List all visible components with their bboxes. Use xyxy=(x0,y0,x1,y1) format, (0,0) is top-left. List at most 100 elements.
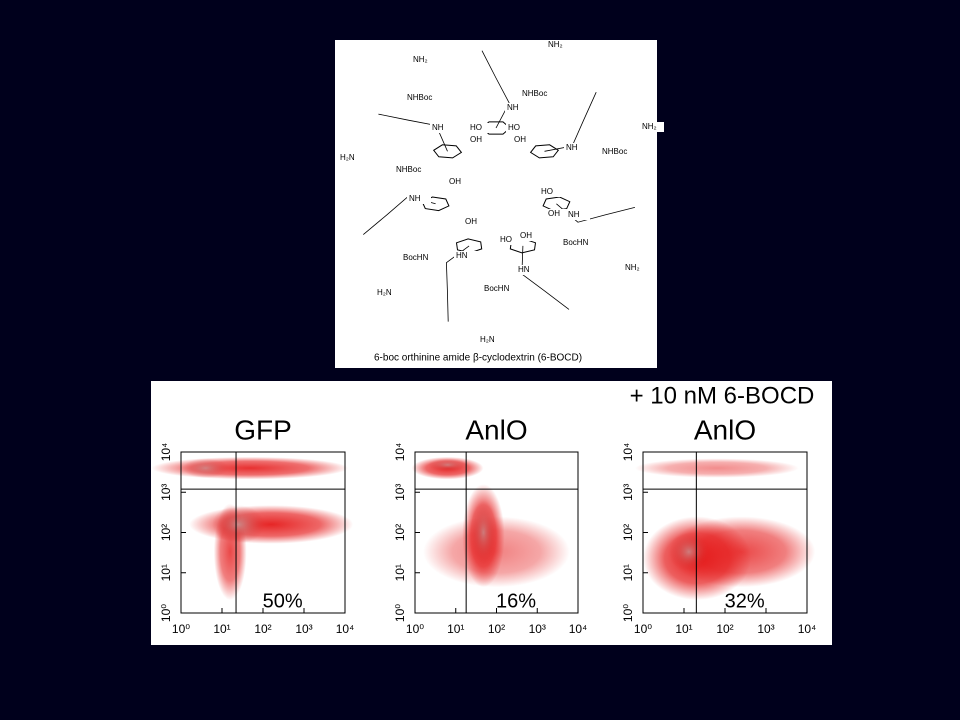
atom-label: OH xyxy=(470,135,482,144)
side-chain xyxy=(378,113,448,152)
label-backdrop xyxy=(468,123,492,133)
event-density xyxy=(428,458,468,472)
sugar-ring xyxy=(455,238,483,254)
atom-label: HO xyxy=(500,235,512,244)
side-chain xyxy=(481,50,510,129)
label-backdrop xyxy=(411,55,435,65)
event-density xyxy=(182,458,229,478)
plot-title: GFP xyxy=(234,414,292,445)
label-backdrop xyxy=(539,187,563,197)
y-tick-label: 10³ xyxy=(393,484,407,501)
x-tick-label: 10¹ xyxy=(213,622,230,636)
x-tick-label: 10⁴ xyxy=(336,622,355,636)
atom-label: BocHN xyxy=(403,253,429,262)
percent-label: 32% xyxy=(725,590,765,612)
y-tick-label: 10⁰ xyxy=(621,604,635,622)
event-density xyxy=(212,505,265,544)
y-tick-label: 10³ xyxy=(159,484,173,501)
event-density xyxy=(470,500,497,565)
atom-label: OH xyxy=(514,135,526,144)
atom-label: NHBoc xyxy=(522,89,547,98)
y-tick-label: 10⁴ xyxy=(159,443,173,462)
x-tick-label: 10¹ xyxy=(675,622,692,636)
atom-label: OH xyxy=(449,177,461,186)
atom-label: NH₂ xyxy=(625,263,640,272)
label-backdrop xyxy=(407,194,431,204)
label-backdrop xyxy=(518,231,542,241)
y-tick-label: 10¹ xyxy=(393,564,407,581)
atom-label: HN xyxy=(456,251,468,260)
label-backdrop xyxy=(546,209,570,219)
label-backdrop xyxy=(520,89,544,99)
y-tick-label: 10² xyxy=(393,524,407,541)
label-backdrop xyxy=(506,123,530,133)
y-tick-label: 10⁴ xyxy=(393,443,407,462)
label-backdrop xyxy=(478,335,502,345)
x-tick-label: 10² xyxy=(488,622,505,636)
label-backdrop xyxy=(512,135,536,145)
label-backdrop xyxy=(468,135,492,145)
y-tick-label: 10² xyxy=(159,524,173,541)
label-backdrop xyxy=(463,217,487,227)
atom-label: NH₂ xyxy=(413,55,428,64)
atom-label: NH₂ xyxy=(642,122,657,131)
label-backdrop xyxy=(338,153,362,163)
side-chain xyxy=(521,245,570,310)
label-backdrop xyxy=(564,143,588,153)
y-tick-label: 10¹ xyxy=(159,564,173,581)
label-backdrop xyxy=(600,147,624,157)
atom-label: NH₂ xyxy=(548,40,563,49)
atom-label: NH xyxy=(568,210,580,219)
x-tick-label: 10³ xyxy=(529,622,546,636)
event-density xyxy=(669,532,709,572)
atom-label: HO xyxy=(541,187,553,196)
atom-label: HO xyxy=(470,123,482,132)
atom-label: NH xyxy=(507,103,519,112)
atom-label: NHBoc xyxy=(396,165,421,174)
plot-title: AnlO xyxy=(465,414,527,445)
atom-label: NH xyxy=(409,194,421,203)
x-tick-label: 10¹ xyxy=(447,622,464,636)
atom-label: NHBoc xyxy=(602,147,627,156)
x-tick-label: 10⁰ xyxy=(172,622,190,636)
x-tick-label: 10⁰ xyxy=(634,622,652,636)
atom-label: NHBoc xyxy=(407,93,432,102)
label-backdrop xyxy=(447,177,471,187)
y-tick-label: 10⁰ xyxy=(393,604,407,622)
label-backdrop xyxy=(561,238,585,248)
atom-label: H₂N xyxy=(340,153,355,162)
label-backdrop xyxy=(394,165,418,175)
atom-label: NH xyxy=(566,143,578,152)
x-tick-label: 10⁴ xyxy=(798,622,817,636)
y-tick-label: 10¹ xyxy=(621,564,635,581)
atom-label: BocHN xyxy=(484,284,510,293)
label-backdrop xyxy=(430,123,454,133)
label-backdrop xyxy=(505,103,529,113)
label-backdrop xyxy=(623,263,647,273)
percent-label: 16% xyxy=(496,590,536,612)
atom-label: NH xyxy=(432,123,444,132)
x-tick-label: 10³ xyxy=(757,622,774,636)
atom-label: BocHN xyxy=(563,238,589,247)
label-backdrop xyxy=(482,284,506,294)
y-tick-label: 10² xyxy=(621,524,635,541)
label-backdrop xyxy=(401,253,425,263)
y-tick-label: 10⁰ xyxy=(159,604,173,622)
side-chain xyxy=(544,92,597,152)
x-tick-label: 10² xyxy=(716,622,733,636)
atom-label: HN xyxy=(518,265,530,274)
x-tick-label: 10² xyxy=(254,622,271,636)
y-tick-label: 10³ xyxy=(621,484,635,501)
label-backdrop xyxy=(405,93,429,103)
sugar-ring xyxy=(432,144,463,159)
atom-label: OH xyxy=(520,231,532,240)
label-backdrop xyxy=(516,265,540,275)
sugar-ring xyxy=(529,144,560,159)
label-backdrop xyxy=(546,40,570,50)
condition-header: + 10 nM 6-BOCD xyxy=(630,382,815,409)
atom-label: H₂N xyxy=(480,335,495,344)
event-density xyxy=(634,458,799,478)
